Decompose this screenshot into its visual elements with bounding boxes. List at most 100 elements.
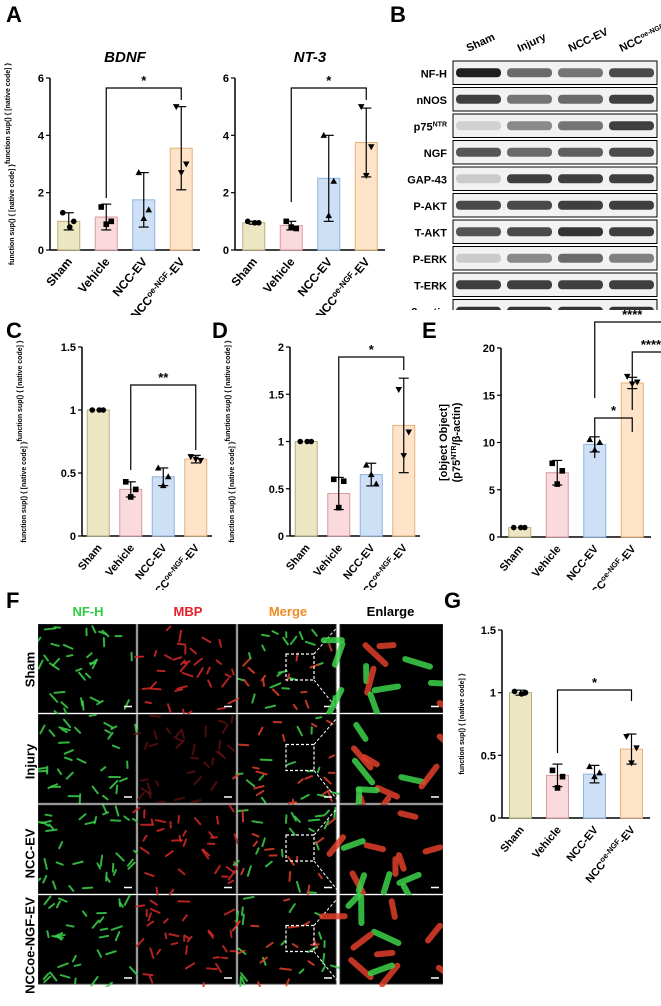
micrograph-panel xyxy=(136,896,241,988)
tick-label-y: 0 xyxy=(489,532,495,544)
fiber xyxy=(178,644,185,645)
significance-label: **** xyxy=(622,310,643,322)
fiber xyxy=(119,899,120,906)
significance-label: * xyxy=(611,403,617,418)
micrograph-panel xyxy=(135,624,236,720)
blot-band xyxy=(558,68,603,77)
data-point xyxy=(363,462,370,468)
fiber xyxy=(101,856,102,866)
data-point xyxy=(559,468,565,474)
blot-band xyxy=(507,227,552,236)
bar xyxy=(510,693,532,818)
tick-label-x: Vehicle xyxy=(530,824,564,861)
fiber xyxy=(157,802,165,803)
blot-band xyxy=(456,280,501,289)
fiber xyxy=(262,635,269,636)
fiber xyxy=(45,815,51,816)
blot-band xyxy=(456,95,501,104)
data-point xyxy=(288,224,294,230)
tick-label-y: 15 xyxy=(483,390,495,402)
fiber xyxy=(75,978,76,984)
data-point xyxy=(283,219,289,225)
data-point xyxy=(596,439,603,445)
blot-band xyxy=(456,68,501,77)
fiber xyxy=(289,926,299,927)
chart-nfh: function sup() { [native code] }function… xyxy=(0,330,215,590)
blot-band xyxy=(507,148,552,157)
blot-band xyxy=(456,307,501,310)
fiber xyxy=(232,715,233,722)
blot-row-label: p75NTR xyxy=(414,121,447,133)
data-point xyxy=(512,689,518,695)
fiber xyxy=(280,968,291,969)
blot-column-label: Sham xyxy=(465,31,497,55)
tick-label-x: Sham xyxy=(76,542,105,573)
fiber xyxy=(214,957,220,958)
micrograph-bg xyxy=(238,715,336,804)
blot-band xyxy=(558,201,603,210)
tick-label-y: 1.5 xyxy=(269,389,284,401)
fiber xyxy=(47,931,48,937)
tick-label-y: 2 xyxy=(278,342,284,354)
tick-label-y: 0 xyxy=(278,531,284,543)
fiber xyxy=(284,899,289,900)
fiber xyxy=(135,725,136,733)
fiber xyxy=(334,808,335,818)
fiber xyxy=(316,815,324,816)
blot-band xyxy=(456,174,501,183)
fiber xyxy=(265,849,273,850)
tick-label-y: 0 xyxy=(490,813,496,825)
tick-label-x: Sham xyxy=(498,824,527,855)
fiber xyxy=(152,819,153,825)
tick-label-x: Vehicle xyxy=(103,542,137,579)
fiber xyxy=(150,688,160,689)
fiber xyxy=(289,872,290,881)
chart-p75: [object Object](p75NTR/β-actin)05101520S… xyxy=(425,310,661,590)
data-point xyxy=(596,769,603,775)
micrograph-bg xyxy=(138,624,236,713)
significance-label: **** xyxy=(641,337,661,352)
fiber xyxy=(309,820,320,821)
bar xyxy=(584,444,606,537)
tick-label-y: 0.5 xyxy=(269,484,284,496)
fiber xyxy=(237,912,238,922)
tick-label-y: 6 xyxy=(38,73,44,85)
tick-label-x: NCC-EV xyxy=(565,543,602,584)
fiber xyxy=(54,692,64,693)
significance-label: * xyxy=(141,73,147,88)
blot-band xyxy=(558,254,603,263)
chart-title: BDNF xyxy=(104,49,146,66)
tick-label-y: 2 xyxy=(38,188,44,200)
blot-band xyxy=(507,280,552,289)
tick-label-y: 1.5 xyxy=(481,625,496,637)
tick-label-x: Sham xyxy=(43,255,75,289)
micrograph-panel xyxy=(134,715,236,804)
tick-label-y: 0.5 xyxy=(481,750,496,762)
micrograph-bg xyxy=(38,805,136,894)
fiber xyxy=(150,716,160,717)
fiber xyxy=(282,688,289,689)
chart-nnos: function sup() { [native code] }function… xyxy=(212,330,427,590)
data-point xyxy=(103,221,109,227)
fiber xyxy=(431,683,443,684)
fiber xyxy=(75,965,81,966)
fiber xyxy=(231,931,232,937)
blot-band xyxy=(507,68,552,77)
data-point xyxy=(293,226,299,232)
tick-label-y: 2 xyxy=(223,188,229,200)
blot-band xyxy=(558,227,603,236)
col-label-merge: Merge xyxy=(238,604,338,619)
data-point xyxy=(297,439,303,445)
fiber xyxy=(144,974,153,975)
data-point xyxy=(341,478,347,484)
fiber xyxy=(45,628,56,629)
fiber xyxy=(243,915,244,925)
blot-row-label: NF-H xyxy=(421,68,447,80)
fiber xyxy=(242,811,243,822)
tick-label-y: 20 xyxy=(483,343,495,355)
tick-label-x: Vehicle xyxy=(311,542,345,579)
significance-label: * xyxy=(326,73,332,88)
data-point xyxy=(518,525,524,531)
data-point xyxy=(336,505,342,511)
bar xyxy=(185,459,207,536)
